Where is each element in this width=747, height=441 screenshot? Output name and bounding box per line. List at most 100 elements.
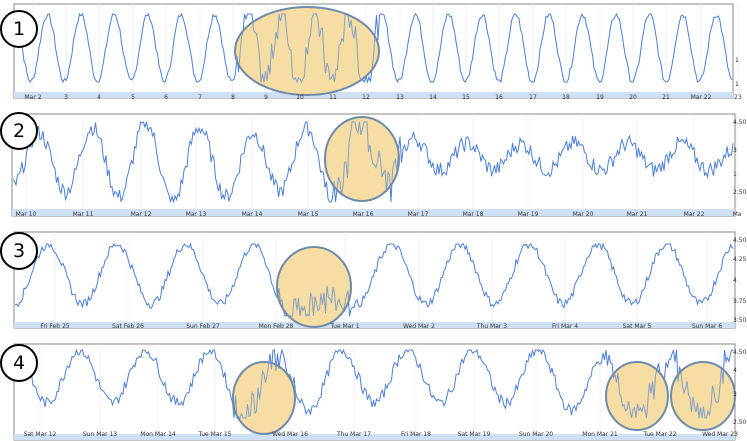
x-tick-label: Mar 17 bbox=[408, 211, 429, 218]
x-tick-label: 10 bbox=[296, 94, 304, 101]
x-tick-label: Tue Mar 1 bbox=[329, 323, 359, 330]
x-tick-label: Mar 12 bbox=[131, 211, 152, 218]
x-tick-label: Ma bbox=[733, 211, 742, 218]
x-tick-label: Wed Mar 23 bbox=[702, 431, 738, 438]
x-tick-label: Mon Mar 14 bbox=[140, 431, 176, 438]
x-tick-label: Mar 22 bbox=[691, 94, 712, 101]
x-tick-label: Mar 19 bbox=[518, 211, 539, 218]
y-tick-label: 1 bbox=[733, 171, 737, 178]
y-tick-label: 4.50 bbox=[733, 349, 747, 356]
x-tick-label: Tue Mar 22 bbox=[642, 431, 676, 438]
y-tick-label: 4.50 bbox=[733, 119, 747, 126]
chart-4-svg: Sat Mar 12 Sun Mar 13 Mon Mar 14 Tue Mar 15… bbox=[13, 343, 747, 441]
x-axis-band bbox=[12, 209, 735, 216]
y-tick-label: 3.75 bbox=[733, 298, 747, 305]
y-tick-label: 4.50 bbox=[733, 237, 747, 244]
y-tick-label: 1 bbox=[735, 81, 739, 88]
highlight-ellipse-outline bbox=[324, 116, 400, 202]
highlight-ellipse-fill bbox=[277, 247, 351, 327]
x-tick-label: 11 bbox=[329, 94, 337, 101]
panel-number-badge: 3 bbox=[0, 232, 38, 270]
x-tick-label: Mar 10 bbox=[16, 211, 37, 218]
x-tick-label: 7 bbox=[198, 94, 202, 101]
highlight-ellipse-outline bbox=[276, 246, 352, 328]
x-tick-label: 14 bbox=[429, 94, 437, 101]
x-tick-label: 20 bbox=[629, 94, 637, 101]
x-tick-label: 18 bbox=[562, 94, 570, 101]
x-tick-label: 8 bbox=[231, 94, 235, 101]
x-tick-label: Mar 11 bbox=[73, 211, 94, 218]
x-tick-label: Mar 20 bbox=[573, 211, 594, 218]
x-tick-label: 17 bbox=[529, 94, 537, 101]
x-tick-label: 6 bbox=[164, 94, 168, 101]
chart-panel-1: Mar 2 3 4 5 6 7 8 9 10 11 12 13 14 15 16 17 18 19 20 21 Mar … bbox=[0, 0, 747, 104]
x-tick-label: Mar 13 bbox=[186, 211, 207, 218]
series-line bbox=[14, 12, 733, 84]
x-tick-label: Sat Mar 19 bbox=[458, 431, 491, 438]
x-tick-label: 5 bbox=[131, 94, 135, 101]
chart-1-svg: Mar 2 3 4 5 6 7 8 9 10 11 12 13 14 15 16 17 18 19 20 21 Mar … bbox=[13, 3, 742, 101]
x-tick-label: Mar 15 bbox=[298, 211, 319, 218]
x-tick-label: 3 bbox=[64, 94, 68, 101]
x-tick-label: 15 bbox=[462, 94, 470, 101]
chart-panel-2: Mar 10 Mar 11 Mar 12 Mar 13 Mar 14 Mar 15 Mar … bbox=[0, 110, 747, 220]
x-tick-label: 19 bbox=[596, 94, 604, 101]
highlight-ellipse-fill bbox=[606, 362, 668, 430]
x-tick-label: Thu Mar 17 bbox=[336, 431, 371, 438]
plot-frame bbox=[13, 231, 736, 329]
x-tick-label: 23 bbox=[734, 94, 742, 101]
highlight-ellipse-outline bbox=[232, 361, 296, 435]
chart-2-svg: Mar 10 Mar 11 Mar 12 Mar 13 Mar 14 Mar 15 Mar … bbox=[11, 113, 747, 218]
x-tick-label: Sun Mar 6 bbox=[692, 323, 723, 330]
x-tick-label: Mon Mar 21 bbox=[582, 431, 618, 438]
series-line bbox=[12, 121, 734, 204]
x-axis-band bbox=[14, 92, 733, 98]
y-tick-label: 3.50 bbox=[733, 317, 747, 324]
x-tick-label: Fri Mar 4 bbox=[552, 323, 578, 330]
series-line bbox=[14, 348, 734, 420]
y-tick-label: 4.25 bbox=[733, 256, 747, 263]
series-line bbox=[14, 242, 734, 318]
x-tick-label: Mar 22 bbox=[684, 211, 705, 218]
x-tick-label: Sun Mar 13 bbox=[83, 431, 117, 438]
x-tick-label: Sat Feb 26 bbox=[112, 323, 144, 330]
y-tick-label: 3 bbox=[733, 391, 737, 398]
y-tick-label: 1 bbox=[735, 57, 739, 64]
x-tick-label: Sat Mar 5 bbox=[623, 323, 652, 330]
x-tick-label: Fri Mar 18 bbox=[401, 431, 431, 438]
highlight-ellipse-fill bbox=[671, 362, 735, 430]
x-tick-label: Thu Mar 3 bbox=[476, 323, 507, 330]
x-tick-label: Mar 21 bbox=[627, 211, 648, 218]
panel-number-badge: 4 bbox=[0, 344, 38, 382]
y-tick-label: 2.50 bbox=[733, 419, 747, 426]
highlight-ellipse-outline bbox=[234, 6, 380, 96]
x-tick-label: 12 bbox=[362, 94, 370, 101]
panel-number-badge: 2 bbox=[0, 112, 38, 150]
x-tick-label: Mon Feb 28 bbox=[259, 323, 294, 330]
panel-number-badge: 1 bbox=[0, 10, 38, 48]
x-tick-label: Tue Mar 15 bbox=[197, 431, 231, 438]
x-tick-label: Mar 16 bbox=[353, 211, 374, 218]
x-tick-label: 4 bbox=[97, 94, 101, 101]
x-tick-label: Sun Mar 20 bbox=[519, 431, 553, 438]
x-tick-label: Sun Feb 27 bbox=[186, 323, 220, 330]
x-tick-label: Wed Mar 2 bbox=[403, 323, 435, 330]
highlight-ellipse-outline bbox=[605, 361, 669, 431]
x-tick-label: Wed Mar 16 bbox=[272, 431, 308, 438]
x-axis-band bbox=[14, 322, 735, 328]
x-tick-label: 9 bbox=[264, 94, 268, 101]
y-tick-label: 4 bbox=[733, 277, 737, 284]
chart-panel-3: Fri Feb 25 Sat Feb 26 Sun Feb 27 Mon Feb 28… bbox=[0, 224, 747, 336]
x-tick-label: 13 bbox=[396, 94, 404, 101]
chart-3-svg: Fri Feb 25 Sat Feb 26 Sun Feb 27 Mon Feb 28… bbox=[13, 231, 747, 330]
chart-panel-4: Sat Mar 12 Sun Mar 13 Mon Mar 14 Tue Mar 15… bbox=[0, 340, 747, 441]
y-tick-label: 2.50 bbox=[733, 189, 747, 196]
x-tick-label: 16 bbox=[495, 94, 503, 101]
x-tick-label: Mar 2 bbox=[24, 94, 41, 101]
y-tick-label: 4 bbox=[733, 367, 737, 374]
x-tick-label: 21 bbox=[662, 94, 670, 101]
highlight-ellipse-outline bbox=[670, 361, 736, 431]
y-tick-label: 3 bbox=[733, 147, 737, 154]
x-tick-label: Mar 14 bbox=[242, 211, 263, 218]
x-tick-label: Mar 18 bbox=[463, 211, 484, 218]
